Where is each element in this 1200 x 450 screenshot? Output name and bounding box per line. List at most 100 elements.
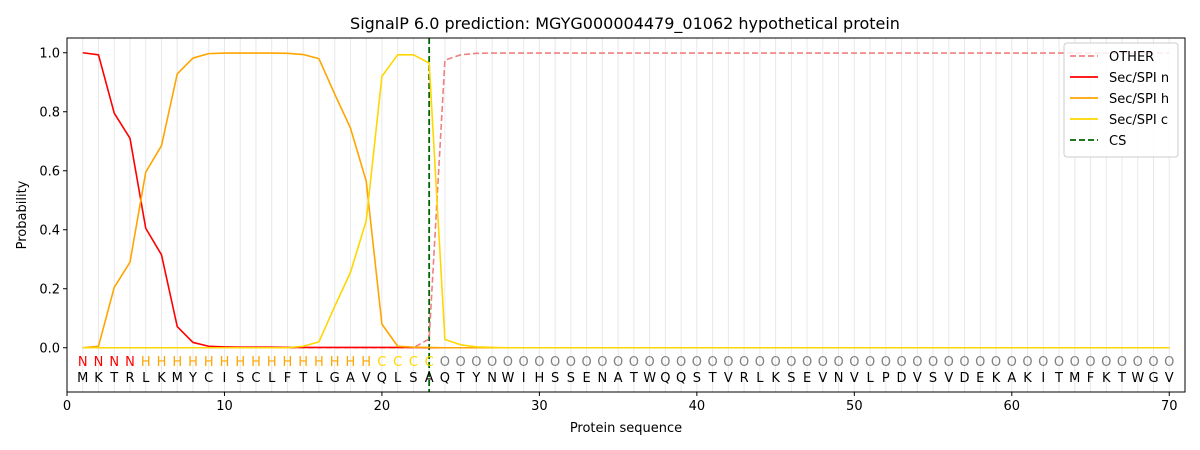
region-label: O: [818, 355, 828, 370]
residue-label: M: [1069, 371, 1080, 386]
residue-label: F: [284, 371, 291, 386]
residue-label: D: [897, 371, 907, 386]
series-layer: [82, 51, 1170, 349]
residue-label: T: [456, 371, 465, 386]
residue-label: E: [803, 371, 811, 386]
region-label: O: [1164, 355, 1174, 370]
residue-label: V: [850, 371, 859, 386]
y-axis: 0.0 0.2 0.4 0.6 0.8 1.0: [39, 46, 67, 356]
region-label: O: [1022, 355, 1032, 370]
residue-label: T: [708, 371, 717, 386]
region-label: O: [944, 355, 954, 370]
y-tick-label: 0.0: [39, 341, 60, 356]
residue-label: H: [535, 371, 545, 386]
residue-label: F: [1087, 371, 1094, 386]
region-label: O: [692, 355, 702, 370]
region-label: O: [440, 355, 450, 370]
region-label: O: [959, 355, 969, 370]
region-label: O: [519, 355, 529, 370]
legend-label: CS: [1109, 134, 1126, 149]
residue-label: T: [298, 371, 307, 386]
region-label: H: [188, 355, 198, 370]
residue-label: N: [487, 371, 497, 386]
residue-label: W: [643, 371, 656, 386]
residue-label: Y: [471, 371, 480, 386]
residue-label: K: [157, 371, 166, 386]
region-label: O: [1101, 355, 1111, 370]
legend-label: Sec/SPI c: [1109, 113, 1168, 128]
region-label: O: [1070, 355, 1080, 370]
residue-label: Q: [440, 371, 450, 386]
residue-label: P: [882, 371, 890, 386]
residue-label: K: [992, 371, 1001, 386]
region-label: H: [204, 355, 214, 370]
region-label: H: [251, 355, 261, 370]
region-label: O: [881, 355, 891, 370]
residue-label: V: [818, 371, 827, 386]
region-label: C: [425, 355, 434, 370]
y-tick-label: 0.6: [39, 164, 60, 179]
residue-label: V: [724, 371, 733, 386]
region-label: N: [78, 355, 88, 370]
chart-title: SignalP 6.0 prediction: MGYG000004479_01…: [350, 14, 900, 34]
residue-label: V: [913, 371, 922, 386]
region-label: O: [849, 355, 859, 370]
x-tick-label: 70: [1161, 399, 1178, 414]
region-label: O: [786, 355, 796, 370]
residue-label: S: [551, 371, 559, 386]
residue-label: V: [1165, 371, 1174, 386]
region-label: O: [503, 355, 513, 370]
residue-label: N: [834, 371, 844, 386]
region-label: H: [346, 355, 356, 370]
residue-label: I: [223, 371, 227, 386]
residue-label: S: [693, 371, 701, 386]
region-label: H: [330, 355, 340, 370]
residue-label: L: [756, 371, 764, 386]
region-label: H: [298, 355, 308, 370]
region-label: O: [1133, 355, 1143, 370]
region-label: O: [991, 355, 1001, 370]
series-line-sec-spi-c: [82, 54, 1170, 349]
plot-frame: [66, 37, 1186, 393]
residue-label: L: [866, 371, 874, 386]
residue-label: K: [94, 371, 103, 386]
region-label: C: [393, 355, 402, 370]
residue-label: T: [1054, 371, 1063, 386]
residue-label: V: [362, 371, 371, 386]
region-label: O: [471, 355, 481, 370]
residue-label: K: [771, 371, 780, 386]
legend-label: OTHER: [1109, 50, 1154, 65]
legend-label: Sec/SPI n: [1109, 71, 1169, 86]
residue-label: G: [330, 371, 340, 386]
x-axis-label: Protein sequence: [570, 421, 682, 436]
region-label: O: [975, 355, 985, 370]
region-label: H: [314, 355, 324, 370]
residue-label: A: [346, 371, 355, 386]
residue-label: C: [204, 371, 213, 386]
residue-label: Q: [377, 371, 387, 386]
residue-label: L: [394, 371, 402, 386]
region-label: O: [597, 355, 607, 370]
region-label: O: [1085, 355, 1095, 370]
sequence-labels: NMNKNTNRHLHKHMHYHCHIHSHCHLHFHTHLHGHAHVCQ…: [77, 355, 1174, 386]
residue-label: M: [77, 371, 88, 386]
residue-label: A: [425, 371, 434, 386]
region-label: O: [582, 355, 592, 370]
region-label: H: [283, 355, 293, 370]
residue-label: V: [944, 371, 953, 386]
region-label: O: [629, 355, 639, 370]
region-label: O: [676, 355, 686, 370]
residue-label: K: [1023, 371, 1032, 386]
region-label: O: [1117, 355, 1127, 370]
residue-label: T: [109, 371, 118, 386]
legend: OTHER Sec/SPI n Sec/SPI h Sec/SPI c CS: [1063, 42, 1179, 158]
region-label: H: [361, 355, 371, 370]
region-label: O: [896, 355, 906, 370]
region-label: O: [566, 355, 576, 370]
region-label: N: [125, 355, 135, 370]
residue-label: R: [740, 371, 749, 386]
region-label: O: [770, 355, 780, 370]
y-tick-label: 0.8: [39, 105, 60, 120]
